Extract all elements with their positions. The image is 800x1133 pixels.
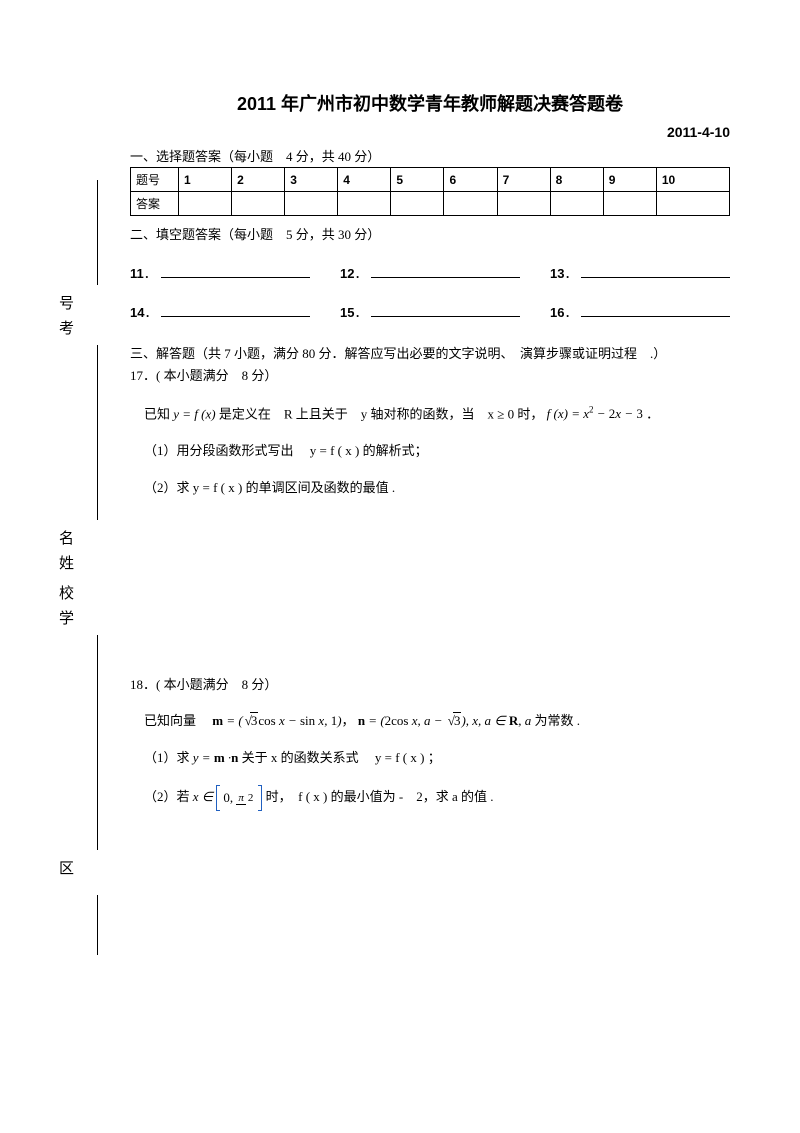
blank-15[interactable]: [371, 303, 520, 317]
q17-line1: 已知 y = f (x) 是定义在 R 上且关于 y 轴对称的函数，当 x ≥ …: [130, 403, 730, 425]
blank-16[interactable]: [581, 303, 730, 317]
label-district: 区: [55, 860, 76, 885]
q18-line1: 已知向量 m = (3cos x − sin x, 1)， n = (2cos …: [130, 711, 730, 732]
ans-label: 答案: [131, 192, 179, 216]
page-title: 2011 年广州市初中数学青年教师解题决赛答题卷: [130, 90, 730, 116]
q18-head: 18．( 本小题满分 8 分）: [130, 675, 730, 696]
fill-row-2: 14． 15． 16．: [130, 302, 730, 321]
q18-sub2: （2）若 x ∈ 0, π2 时， f ( x ) 的最小值为 - 2，求 a …: [130, 785, 730, 811]
q17-sub2: （2）求 y = f ( x ) 的单调区间及函数的最值 .: [130, 478, 730, 499]
fill-row-1: 11． 12． 13．: [130, 263, 730, 282]
q18-sub1: （1）求 y = m ·n 关于 x 的函数关系式 y = f ( x ) ；: [130, 748, 730, 769]
table-row: 题号 1 2 3 4 5 6 7 8 9 10: [131, 168, 730, 192]
blank-12[interactable]: [371, 264, 520, 278]
blank-11[interactable]: [161, 264, 310, 278]
q17-sub1: （1）用分段函数形式写出 y = f ( x ) 的解析式；: [130, 441, 730, 462]
blank-14[interactable]: [161, 303, 310, 317]
answer-table: 题号 1 2 3 4 5 6 7 8 9 10 答案: [130, 167, 730, 216]
blank-13[interactable]: [581, 264, 730, 278]
q17-head: 17．( 本小题满分 8 分）: [130, 366, 730, 387]
row-label: 题号: [131, 168, 179, 192]
table-row: 答案: [131, 192, 730, 216]
page-date: 2011-4-10: [130, 124, 730, 140]
section1-heading: 一、选择题答案（每小题 4 分，共 40 分）: [130, 146, 730, 165]
section3-heading: 三、解答题（共 7 小题，满分 80 分．解答应写出必要的文字说明、 演算步骤或…: [130, 343, 730, 362]
section2-heading: 二、填空题答案（每小题 5 分，共 30 分）: [130, 224, 730, 243]
